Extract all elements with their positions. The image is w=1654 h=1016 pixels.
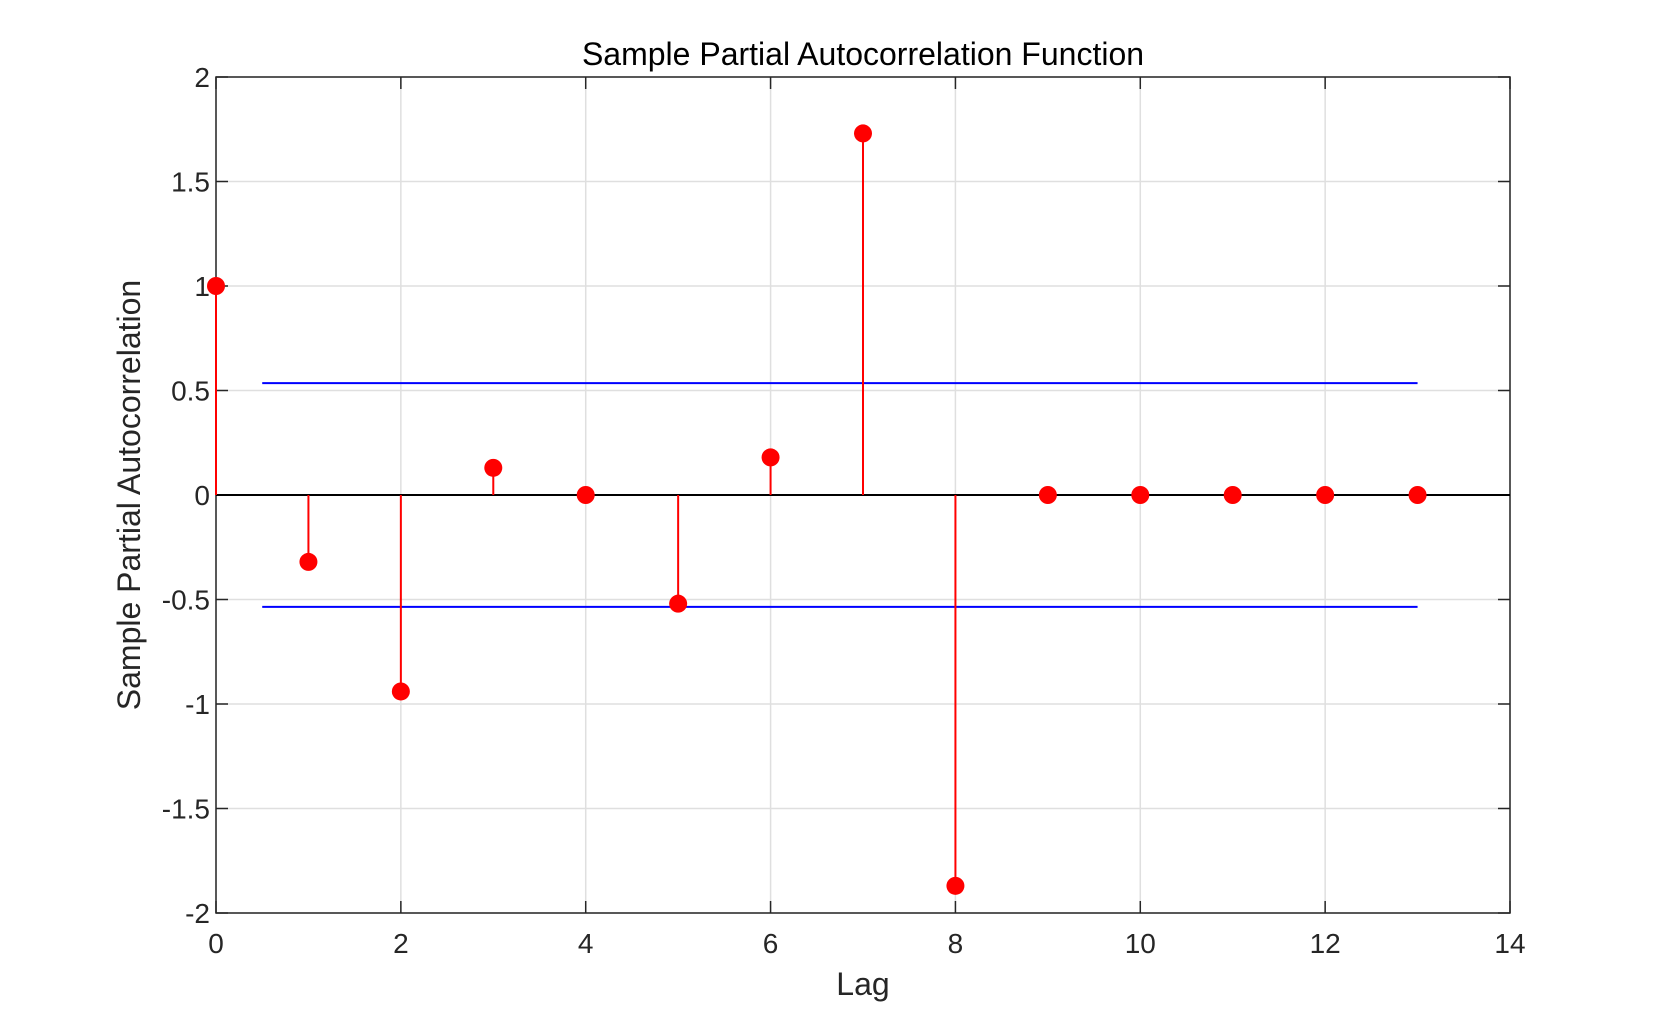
y-tick-label: -2 xyxy=(185,898,210,929)
x-tick-label: 0 xyxy=(208,928,224,959)
stem-marker-lag-10 xyxy=(1131,486,1150,504)
stem-marker-lag-6 xyxy=(761,448,780,467)
chart-title: Sample Partial Autocorrelation Function xyxy=(582,36,1144,72)
x-tick-label: 12 xyxy=(1310,928,1341,959)
stem-marker-lag-3 xyxy=(484,458,503,477)
x-tick-label: 2 xyxy=(393,928,409,959)
y-tick-label: 0 xyxy=(194,480,210,511)
y-tick-label: -1.5 xyxy=(162,794,210,825)
x-tick-label: 10 xyxy=(1125,928,1156,959)
tick-labels: 0 2 4 6 8 10 12 14 -2 -1.5 -1 -0.5 0 0.5 1 1.5 2 xyxy=(162,62,1526,959)
stem-marker-lag-12 xyxy=(1316,486,1335,504)
x-tick-label: 6 xyxy=(763,928,779,959)
y-tick-label: 1 xyxy=(194,271,210,302)
y-tick-label: 1.5 xyxy=(171,167,210,198)
x-axis-title: Lag xyxy=(836,966,889,1002)
stem-marker-lag-7 xyxy=(854,124,872,143)
stem-marker-lag-5 xyxy=(669,594,688,613)
y-tick-label: 0.5 xyxy=(171,376,210,407)
y-tick-label: 2 xyxy=(194,62,210,93)
stem-marker-lag-4 xyxy=(576,486,595,504)
stem-marker-lag-1 xyxy=(299,552,318,571)
y-axis-title: Sample Partial Autocorrelation xyxy=(111,280,147,710)
x-tick-label: 4 xyxy=(578,928,594,959)
stem-series xyxy=(207,124,1427,895)
y-tick-label: -0.5 xyxy=(162,585,210,616)
x-tick-label: 8 xyxy=(948,928,964,959)
stem-marker-lag-13 xyxy=(1408,486,1427,504)
stem-marker-lag-0 xyxy=(207,277,225,295)
stem-marker-lag-11 xyxy=(1223,486,1242,504)
x-tick-label: 14 xyxy=(1494,928,1525,959)
stem-marker-lag-8 xyxy=(946,876,965,895)
y-tick-label: -1 xyxy=(185,689,210,720)
stem-marker-lag-2 xyxy=(391,682,410,701)
stem-marker-lag-9 xyxy=(1038,486,1057,504)
confidence-bounds xyxy=(262,382,1418,608)
